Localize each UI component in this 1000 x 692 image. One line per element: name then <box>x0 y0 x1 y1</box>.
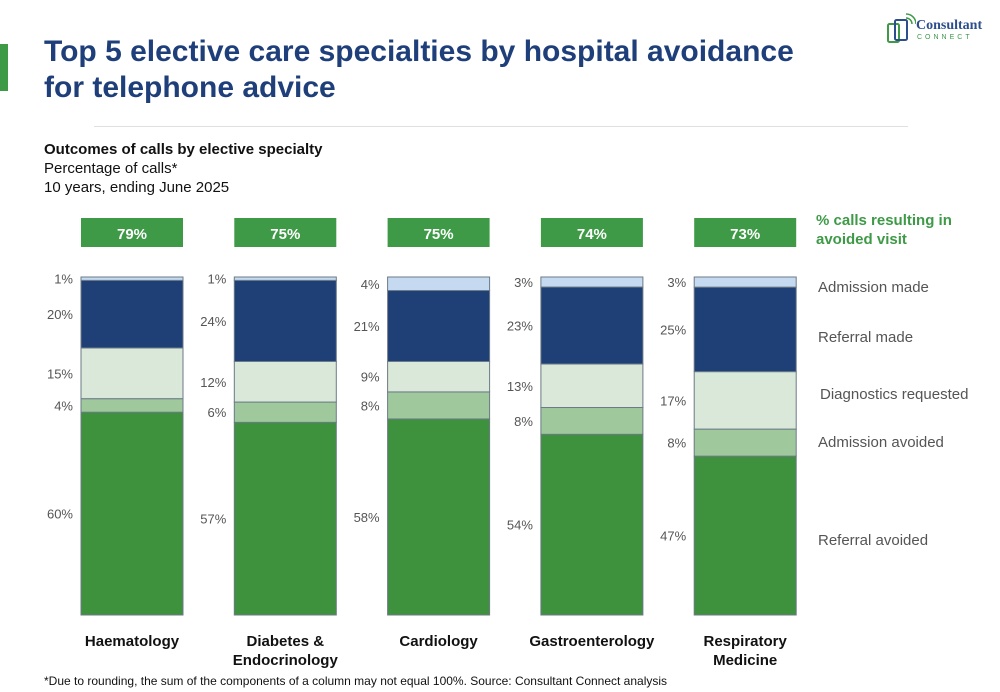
bar-segment-admission-avoided <box>693 428 797 457</box>
logo-wordmark: Consultant <box>916 18 983 33</box>
data-label: 58% <box>354 510 380 525</box>
bar-segment-diagnostics-requested <box>233 361 337 403</box>
bar-segment-referral-made <box>693 286 797 373</box>
bar-segment-admission-made <box>387 276 491 292</box>
legend-referral-made: Referral made <box>818 329 913 346</box>
data-label: 1% <box>208 272 227 287</box>
category-label: Diabetes & <box>247 633 325 650</box>
category-label: Medicine <box>713 652 777 669</box>
consultant-connect-logo: Consultant CONNECT <box>886 12 986 48</box>
data-label: 20% <box>47 307 73 322</box>
avoided-visit-legend: avoided visit <box>816 231 907 248</box>
data-label: 8% <box>667 436 686 451</box>
legend-referral-avoided: Referral avoided <box>818 532 928 549</box>
bar-segment-referral-made <box>233 279 337 363</box>
bar-segment-diagnostics-requested <box>540 363 644 409</box>
avoided-total-label: 74% <box>577 226 607 243</box>
phone-signal-icon <box>887 13 916 43</box>
data-label: 23% <box>507 319 533 334</box>
data-label: 4% <box>361 277 380 292</box>
avoided-visit-legend: % calls resulting in <box>816 212 952 229</box>
chart-period: 10 years, ending June 2025 <box>44 179 230 196</box>
title-line-1: Top 5 elective care specialties by hospi… <box>44 35 794 68</box>
category-label: Gastroenterology <box>529 633 655 650</box>
chart-title: Outcomes of calls by elective specialty <box>44 141 323 158</box>
logo-subtitle: CONNECT <box>917 34 973 41</box>
bar-segment-referral-avoided <box>540 433 644 616</box>
data-label: 47% <box>660 529 686 544</box>
data-label: 3% <box>667 275 686 290</box>
data-label: 15% <box>47 366 73 381</box>
data-label: 8% <box>361 398 380 413</box>
data-label: 24% <box>200 314 226 329</box>
bar-segment-referral-avoided <box>693 455 797 616</box>
avoided-total-label: 73% <box>730 226 760 243</box>
data-label: 6% <box>208 405 227 420</box>
data-label: 8% <box>514 414 533 429</box>
title-divider <box>94 126 908 127</box>
bar-segment-referral-made <box>540 286 644 365</box>
avoided-total-label: 75% <box>270 226 300 243</box>
bar-segment-referral-avoided <box>80 411 184 616</box>
data-label: 17% <box>660 393 686 408</box>
bar-segment-admission-made <box>693 276 797 288</box>
data-label: 4% <box>54 398 73 413</box>
category-label: Cardiology <box>399 633 478 650</box>
bar-segment-referral-made <box>80 279 184 349</box>
bar-segment-diagnostics-requested <box>387 361 491 393</box>
data-label: 25% <box>660 322 686 337</box>
data-label: 21% <box>354 319 380 334</box>
avoided-total-label: 79% <box>117 226 147 243</box>
data-label: 57% <box>200 512 226 527</box>
bar-segment-admission-avoided <box>80 398 184 413</box>
data-label: 60% <box>47 507 73 522</box>
bar-segment-admission-avoided <box>540 407 644 435</box>
bar-segment-admission-avoided <box>233 401 337 423</box>
avoided-total-box <box>540 218 643 247</box>
category-label: Haematology <box>85 633 180 650</box>
chart-subtitle: Percentage of calls* <box>44 160 178 177</box>
data-label: 9% <box>361 370 380 385</box>
data-label: 1% <box>54 272 73 287</box>
legend-admission-avoided: Admission avoided <box>818 434 944 451</box>
accent-bar <box>0 44 8 91</box>
title-line-2: for telephone advice <box>44 71 336 104</box>
footnote: *Due to rounding, the sum of the compone… <box>44 674 668 688</box>
bar-segment-admission-made <box>540 276 644 288</box>
data-label: 13% <box>507 379 533 394</box>
bar-segment-referral-avoided <box>233 421 337 616</box>
data-label: 54% <box>507 518 533 533</box>
bar-segment-admission-made <box>80 276 184 281</box>
bar-segment-admission-made <box>233 276 337 281</box>
bar-segment-diagnostics-requested <box>693 371 797 430</box>
avoided-total-box <box>81 218 183 247</box>
category-label: Endocrinology <box>233 652 339 669</box>
bar-segment-referral-made <box>387 290 491 362</box>
avoided-total-box <box>387 218 490 247</box>
legend-diagnostics-requested: Diagnostics requested <box>820 386 968 403</box>
avoided-total-box <box>234 218 337 247</box>
data-label: 3% <box>514 275 533 290</box>
data-label: 12% <box>200 375 226 390</box>
avoided-total-label: 75% <box>424 226 454 243</box>
page-title: Top 5 elective care specialties by hospi… <box>44 34 794 106</box>
avoided-total-box <box>694 218 797 247</box>
bar-segment-admission-avoided <box>387 391 491 420</box>
bar-segment-diagnostics-requested <box>80 347 184 400</box>
legend-admission-made: Admission made <box>818 279 929 296</box>
category-label: Respiratory <box>704 633 788 650</box>
bar-segment-referral-avoided <box>387 418 491 616</box>
